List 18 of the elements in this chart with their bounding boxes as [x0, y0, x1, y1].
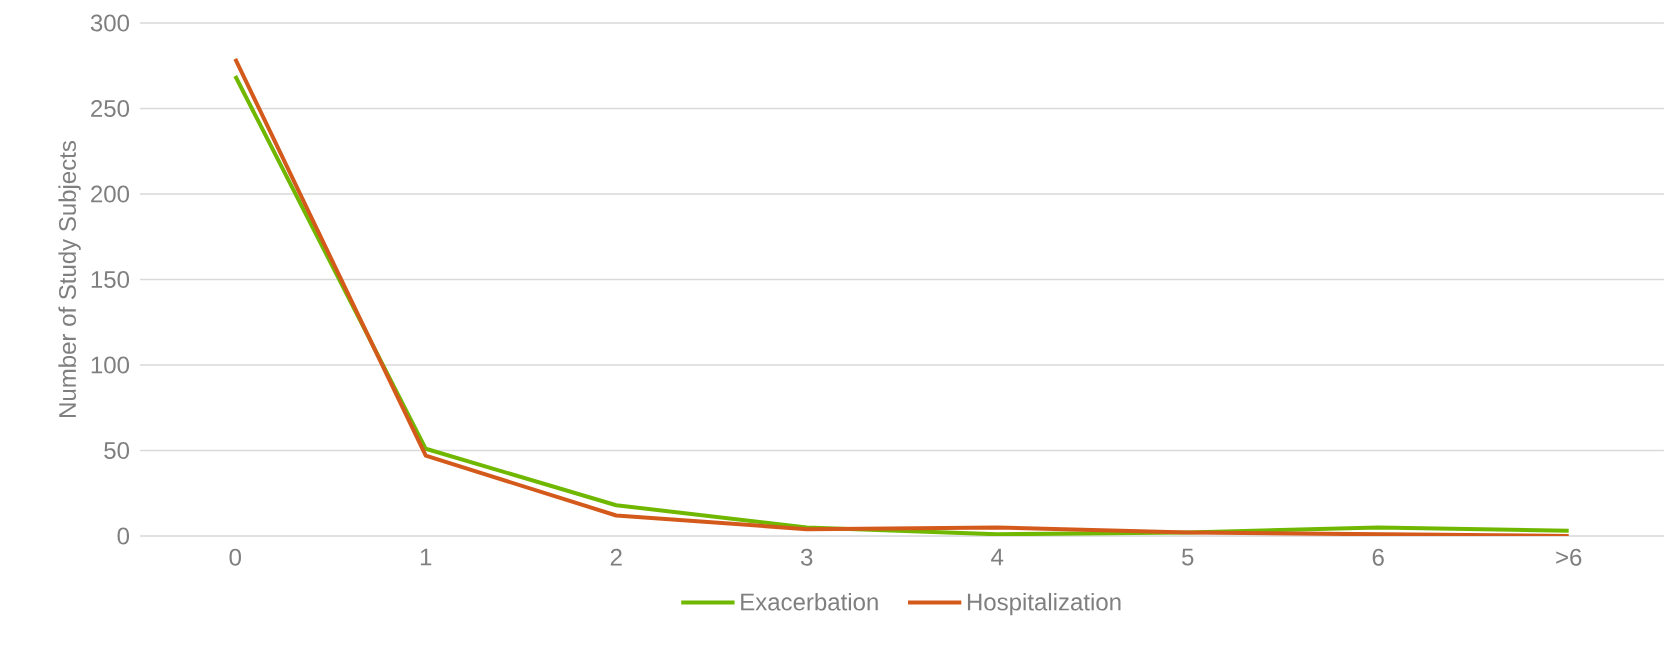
x-tick-label: 1 [420, 548, 432, 566]
y-tick-label: 200 [91, 185, 130, 203]
y-axis-title: Number of Study Subjects [58, 141, 81, 417]
y-tick-label: 150 [91, 270, 130, 288]
y-tick-label: 0 [117, 527, 130, 545]
x-tick-label: 2 [610, 548, 622, 566]
x-tick-label: >6 [1556, 548, 1582, 566]
y-tick-label: 300 [90, 14, 130, 32]
x-tick-label: 0 [229, 548, 241, 566]
x-tick-label: 3 [800, 548, 813, 566]
y-tick-label: 250 [91, 99, 130, 117]
y-tick-label: 100 [91, 356, 130, 374]
legend-label: Hospitalization [967, 592, 1121, 616]
legend-label: Exacerbation [741, 592, 878, 611]
x-tick-label: 4 [991, 548, 1004, 566]
x-tick-label: 5 [1182, 548, 1194, 566]
y-tick-label: 50 [104, 441, 130, 459]
x-tick-label: 6 [1372, 548, 1384, 566]
